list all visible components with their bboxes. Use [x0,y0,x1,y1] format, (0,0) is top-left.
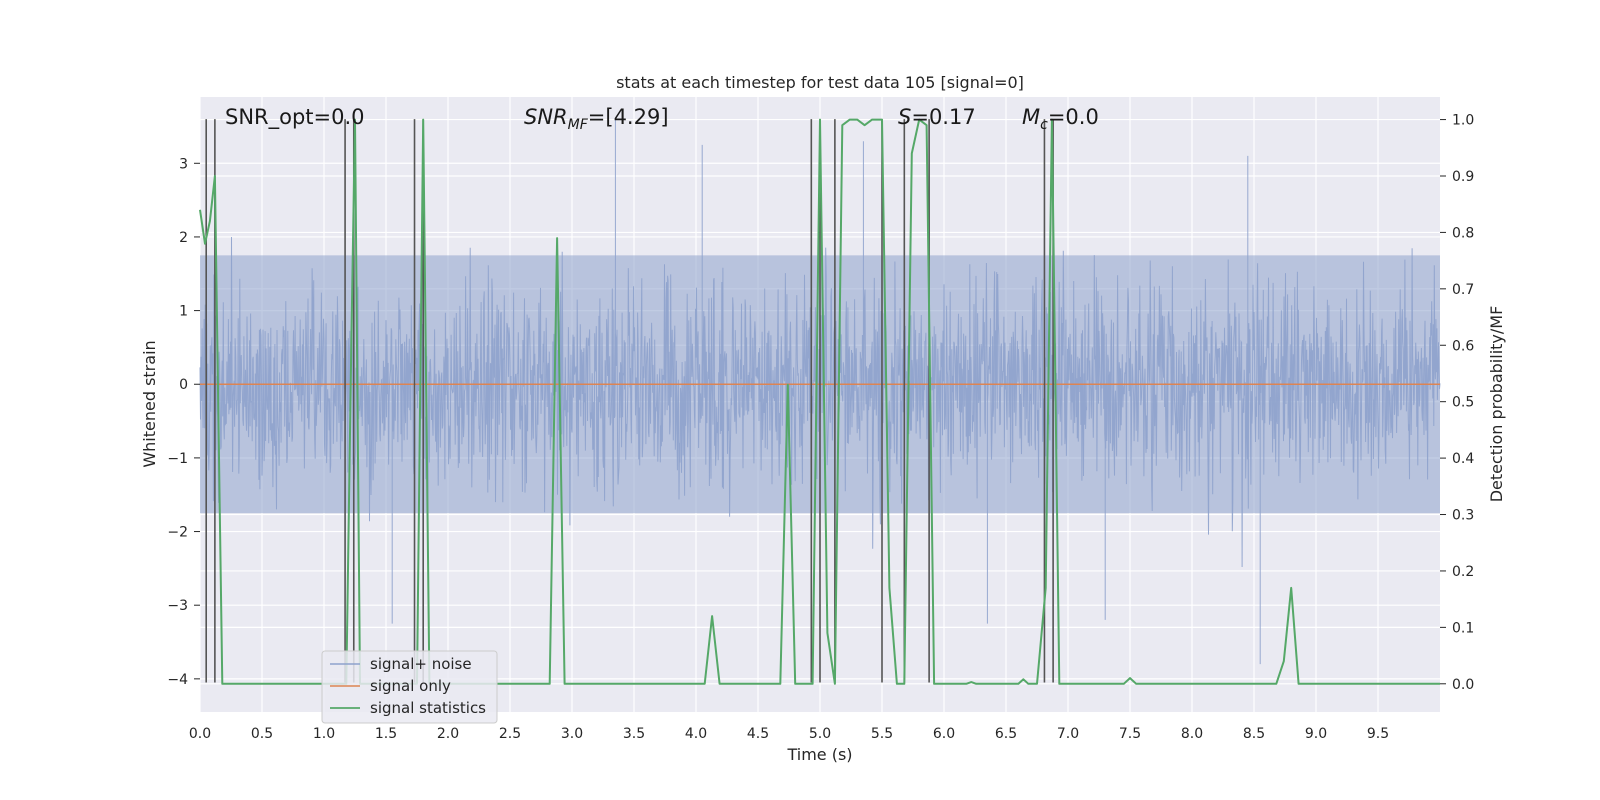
x-tick-label: 4.0 [685,726,707,742]
y2-tick-label: 0.5 [1452,395,1474,411]
x-tick-label: 0.0 [189,726,211,742]
y2-tick-label: 0.7 [1452,282,1474,298]
annotation-snr-mf: SNRMF=[4.29] [524,105,669,133]
legend-label-signal-statistics: signal statistics [370,699,486,717]
y2-tick-label: 0.9 [1452,169,1474,185]
y2-tick-label: 0.1 [1452,620,1474,636]
legend: signal+ noise signal only signal statist… [321,650,498,724]
y-tick-label: 2 [179,230,188,246]
x-tick-label: 8.0 [1181,726,1203,742]
y2-tick-label: 0.2 [1452,564,1474,580]
y-tick-label: −1 [167,451,188,467]
y2-axis-label: Detection probability/MF [1487,306,1506,503]
y-tick-label: −3 [167,598,188,614]
y-tick-label: −2 [167,525,188,541]
chart-title: stats at each timestep for test data 105… [616,73,1024,92]
x-tick-label: 6.0 [933,726,955,742]
x-axis-label: Time (s) [786,745,852,764]
y2-tick-label: 0.8 [1452,225,1474,241]
y-tick-label: −4 [167,672,188,688]
y-tick-label: 0 [179,377,188,393]
x-tick-label: 3.0 [561,726,583,742]
series-signal-statistics [199,118,1440,685]
x-tick-label: 5.5 [871,726,893,742]
legend-label-signal-only: signal only [370,677,451,695]
y2-axis-ticks: 1.0 0.9 0.8 0.7 0.6 0.5 0.4 0.3 0.2 0.1 0.0 [1440,113,1474,693]
x-tick-label: 1.5 [375,726,397,742]
annotations: SNR_opt=0.0 SNRMF=[4.29] S=0.17 Mc=0.0 [225,105,1099,133]
annotation-snr-opt: SNR_opt=0.0 [225,105,365,130]
legend-label-signal-noise: signal+ noise [370,655,472,673]
x-axis-ticks: 0.0 0.5 1.0 1.5 2.0 2.5 3.0 3.5 4.0 4.5 5.0 5.5 6.0 6… [189,726,1389,742]
x-tick-label: 2.0 [437,726,459,742]
annotation-mc: Mc=0.0 [1022,105,1099,133]
y-tick-label: 3 [179,156,188,172]
y-axis-ticks: 3 2 1 0 −1 −2 −3 −4 [167,156,200,688]
x-tick-label: 0.5 [251,726,273,742]
y-tick-label: 1 [179,304,188,320]
x-tick-label: 9.5 [1367,726,1389,742]
x-tick-label: 2.5 [499,726,521,742]
annotation-s: S=0.17 [898,105,976,129]
y2-tick-label: 0.4 [1452,451,1474,467]
x-tick-label: 8.5 [1243,726,1265,742]
legend-box [321,650,498,724]
y2-tick-label: 0.3 [1452,508,1474,524]
x-tick-label: 7.0 [1057,726,1079,742]
vertical-lines [205,119,1054,683]
x-tick-label: 9.0 [1305,726,1327,742]
x-tick-label: 1.0 [313,726,335,742]
x-tick-label: 6.5 [995,726,1017,742]
x-tick-label: 7.5 [1119,726,1141,742]
y2-tick-label: 0.0 [1452,677,1474,693]
x-tick-label: 4.5 [747,726,769,742]
y2-tick-label: 1.0 [1452,113,1474,129]
y-axis-label: Whitened strain [140,340,159,467]
signal-statistics-line [199,118,1440,685]
x-tick-label: 3.5 [623,726,645,742]
y2-tick-label: 0.6 [1452,338,1474,354]
x-tick-label: 5.0 [809,726,831,742]
